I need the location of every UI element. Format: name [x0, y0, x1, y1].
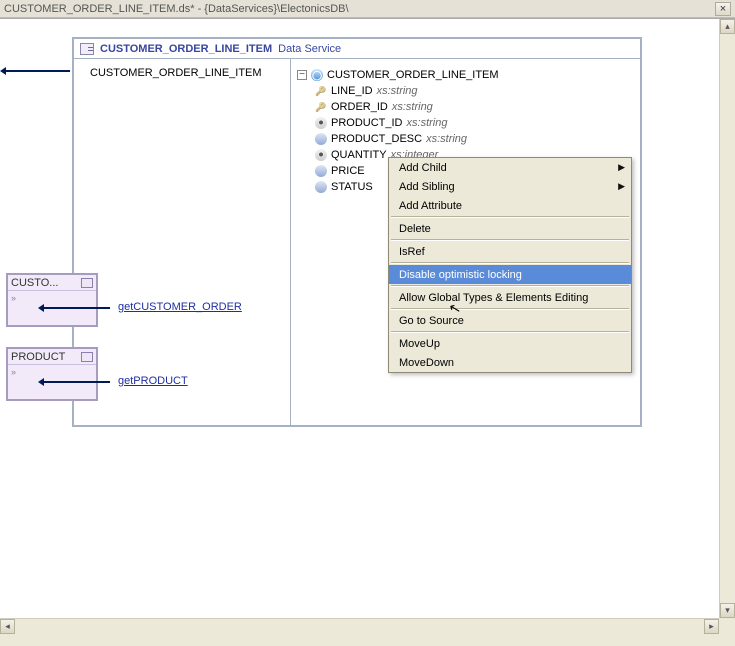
- reference-arrow-row: getCUSTOMER_ORDER: [40, 307, 110, 309]
- menu-item[interactable]: Add Sibling: [389, 177, 631, 196]
- data-service-title: CUSTOMER_ORDER_LINE_ITEM: [100, 43, 272, 55]
- menu-item[interactable]: Delete: [389, 219, 631, 238]
- data-service-icon: [80, 43, 94, 55]
- tree-node-label: PRODUCT_ID: [331, 117, 403, 129]
- scroll-left-icon[interactable]: ◂: [0, 619, 15, 634]
- menu-item[interactable]: Disable optimistic locking: [389, 265, 631, 284]
- reference-icon: [81, 352, 93, 362]
- menu-item[interactable]: Go to Source: [389, 311, 631, 330]
- menu-separator: [391, 285, 629, 287]
- tree-node-label: ORDER_ID: [331, 101, 388, 113]
- chevron-icon: »: [11, 367, 16, 377]
- menu-separator: [391, 262, 629, 264]
- tree-node-label: LINE_ID: [331, 85, 373, 97]
- tree-node[interactable]: ORDER_ID xs:string: [297, 99, 634, 115]
- tree-node[interactable]: PRODUCT_DESC xs:string: [297, 131, 634, 147]
- horizontal-scrollbar[interactable]: ◂ ▸: [0, 618, 719, 634]
- complextype-icon: ◯: [311, 69, 323, 81]
- menu-separator: [391, 216, 629, 218]
- tree-node-type: xs:string: [407, 117, 448, 129]
- menu-separator: [391, 239, 629, 241]
- data-service-header: CUSTOMER_ORDER_LINE_ITEM Data Service: [74, 39, 640, 59]
- reference-header: CUSTO...: [8, 275, 96, 291]
- reference-box[interactable]: PRODUCT »: [6, 347, 98, 401]
- output-label: CUSTOMER_ORDER_LINE_ITEM: [90, 67, 262, 79]
- reference-title: CUSTO...: [11, 277, 58, 289]
- menu-item[interactable]: Allow Global Types & Elements Editing: [389, 288, 631, 307]
- menu-item[interactable]: Add Attribute: [389, 196, 631, 215]
- menu-item[interactable]: MoveUp: [389, 334, 631, 353]
- scroll-down-icon[interactable]: ▾: [720, 603, 735, 618]
- reference-box[interactable]: CUSTO... »: [6, 273, 98, 327]
- tree-node-label: PRICE: [331, 165, 365, 177]
- vertical-scrollbar[interactable]: ▴ ▾: [719, 19, 735, 618]
- collapse-icon[interactable]: −: [297, 70, 307, 80]
- window-titlebar: CUSTOMER_ORDER_LINE_ITEM.ds* - {DataServ…: [0, 0, 735, 18]
- tree-node-type: xs:string: [426, 133, 467, 145]
- element-icon: [315, 133, 327, 145]
- menu-item[interactable]: IsRef: [389, 242, 631, 261]
- element-icon: [315, 181, 327, 193]
- menu-item[interactable]: MoveDown: [389, 353, 631, 372]
- data-service-subtitle: Data Service: [278, 43, 341, 55]
- tree-node-type: xs:string: [392, 101, 433, 113]
- tree-node-label: STATUS: [331, 181, 373, 193]
- arrow-icon: [40, 307, 110, 309]
- tree-node-label: QUANTITY: [331, 149, 387, 161]
- reference-link[interactable]: getCUSTOMER_ORDER: [118, 301, 242, 313]
- reference-link[interactable]: getPRODUCT: [118, 375, 188, 387]
- output-arrow-row: CUSTOMER_ORDER_LINE_ITEM: [2, 70, 70, 72]
- close-icon[interactable]: ×: [715, 2, 731, 16]
- menu-separator: [391, 308, 629, 310]
- window-title: CUSTOMER_ORDER_LINE_ITEM.ds* - {DataServ…: [4, 3, 349, 15]
- tree-root[interactable]: −◯ CUSTOMER_ORDER_LINE_ITEM: [297, 67, 634, 83]
- element-icon: [315, 85, 327, 97]
- scroll-up-icon[interactable]: ▴: [720, 19, 735, 34]
- scrollbar-corner: [719, 618, 735, 634]
- tree-node[interactable]: LINE_ID xs:string: [297, 83, 634, 99]
- element-icon: ⏺: [315, 149, 327, 161]
- tree-node-label: PRODUCT_DESC: [331, 133, 422, 145]
- workspace: CUSTOMER_ORDER_LINE_ITEM Data Service −◯…: [0, 18, 735, 634]
- tree-root-label: CUSTOMER_ORDER_LINE_ITEM: [327, 69, 499, 81]
- element-icon: [315, 165, 327, 177]
- reference-icon: [81, 278, 93, 288]
- element-icon: [315, 101, 327, 113]
- scroll-right-icon[interactable]: ▸: [704, 619, 719, 634]
- menu-separator: [391, 331, 629, 333]
- reference-arrow-row: getPRODUCT: [40, 381, 110, 383]
- arrow-icon: [2, 70, 70, 72]
- context-menu[interactable]: Add ChildAdd SiblingAdd Attribute Delete I…: [388, 157, 632, 373]
- element-icon: ⏺: [315, 117, 327, 129]
- reference-title: PRODUCT: [11, 351, 65, 363]
- arrow-icon: [40, 381, 110, 383]
- tree-node[interactable]: ⏺ PRODUCT_ID xs:string: [297, 115, 634, 131]
- tree-node-type: xs:string: [377, 85, 418, 97]
- menu-item[interactable]: Add Child: [389, 158, 631, 177]
- reference-header: PRODUCT: [8, 349, 96, 365]
- chevron-icon: »: [11, 293, 16, 303]
